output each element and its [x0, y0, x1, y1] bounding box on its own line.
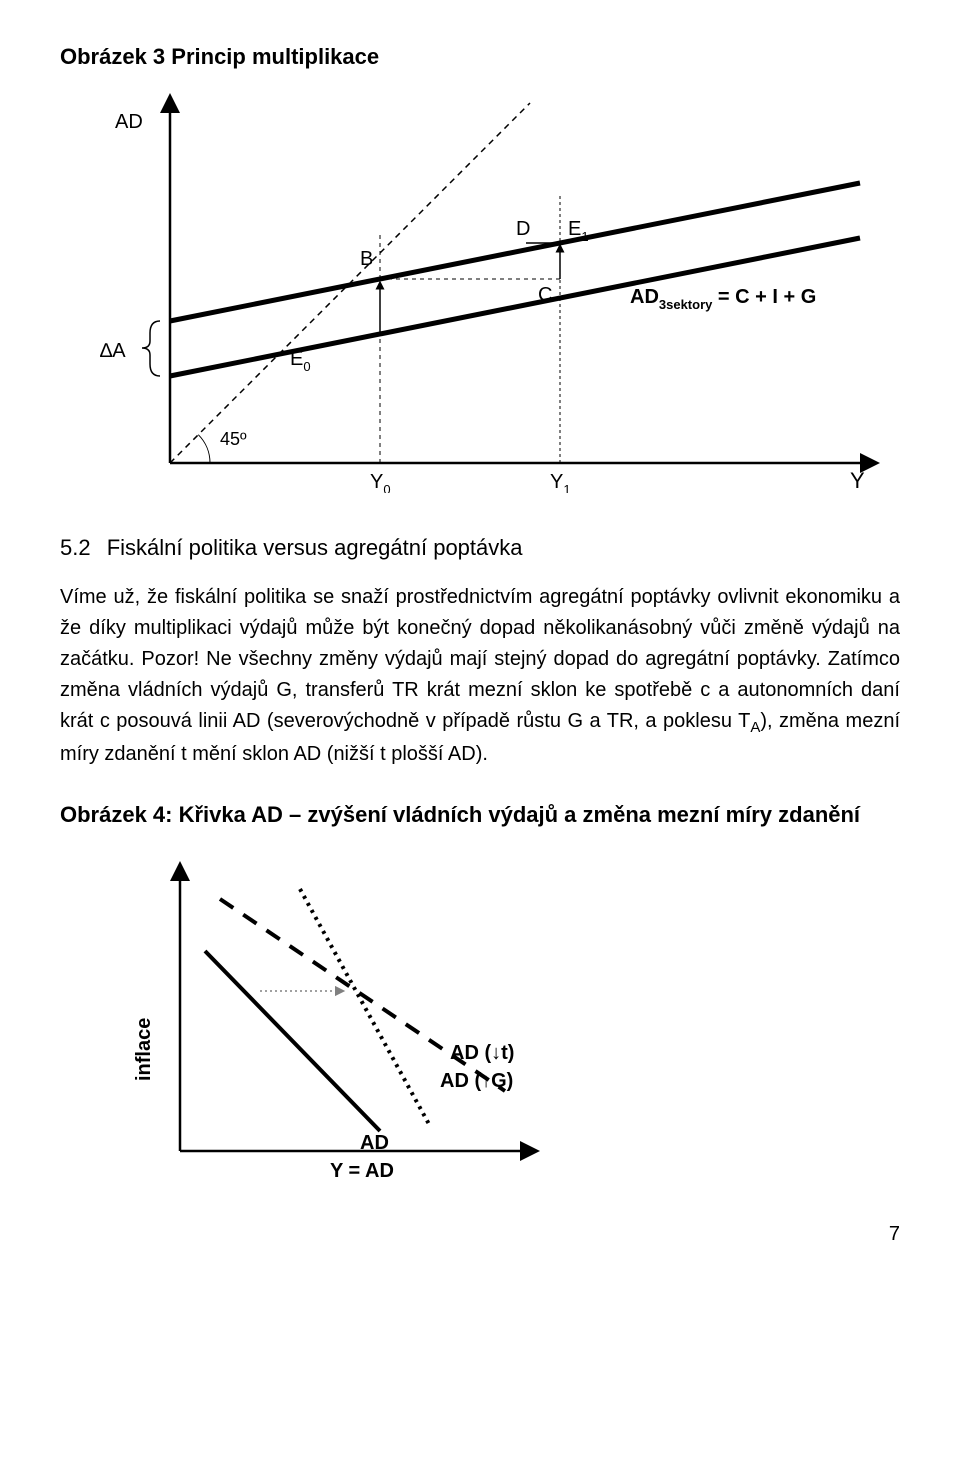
figure-3: AD ∆A E0 B D E1 C AD3sektory = C + I + G…: [60, 93, 900, 501]
figure-3-title: Obrázek 3 Princip multiplikace: [60, 40, 900, 73]
section-title: Fiskální politika versus agregátní poptá…: [107, 535, 523, 560]
fig3-angle: 45º: [220, 429, 247, 449]
fig3-equation: AD3sektory = C + I + G: [630, 286, 816, 312]
fig3-c: C: [538, 284, 552, 306]
section-heading: 5.2 Fiskální politika versus agregátní p…: [60, 531, 900, 564]
page-number: 7: [60, 1219, 900, 1249]
fig4-y-axis-label: inflace: [133, 1018, 155, 1081]
fig4-x-axis-label: Y = AD: [330, 1160, 394, 1181]
body-paragraph: Víme už, že fiskální politika se snaží p…: [60, 582, 900, 770]
fig4-ad-t-label: AD (↓t): [450, 1042, 514, 1064]
section-number: 5.2: [60, 531, 91, 564]
figure-4-title: Obrázek 4: Křivka AD – zvýšení vládních …: [60, 798, 900, 831]
fig4-ad-label: AD: [360, 1132, 389, 1154]
fig3-d: D: [516, 218, 530, 240]
fig3-x-axis: Y: [850, 468, 865, 493]
fig3-y1: Y1: [550, 471, 571, 493]
fig3-b: B: [360, 248, 373, 270]
fig3-y0: Y0: [370, 471, 391, 493]
fig4-ad-g-label: AD (↑G): [440, 1070, 513, 1092]
figure-4: inflace AD AD (↓t) AD (↑G) Y = AD: [60, 851, 900, 1189]
fig3-ad-axis-label: AD: [115, 111, 143, 133]
fig3-delta-a: ∆A: [100, 340, 126, 362]
fig3-e0: E0: [290, 348, 311, 374]
